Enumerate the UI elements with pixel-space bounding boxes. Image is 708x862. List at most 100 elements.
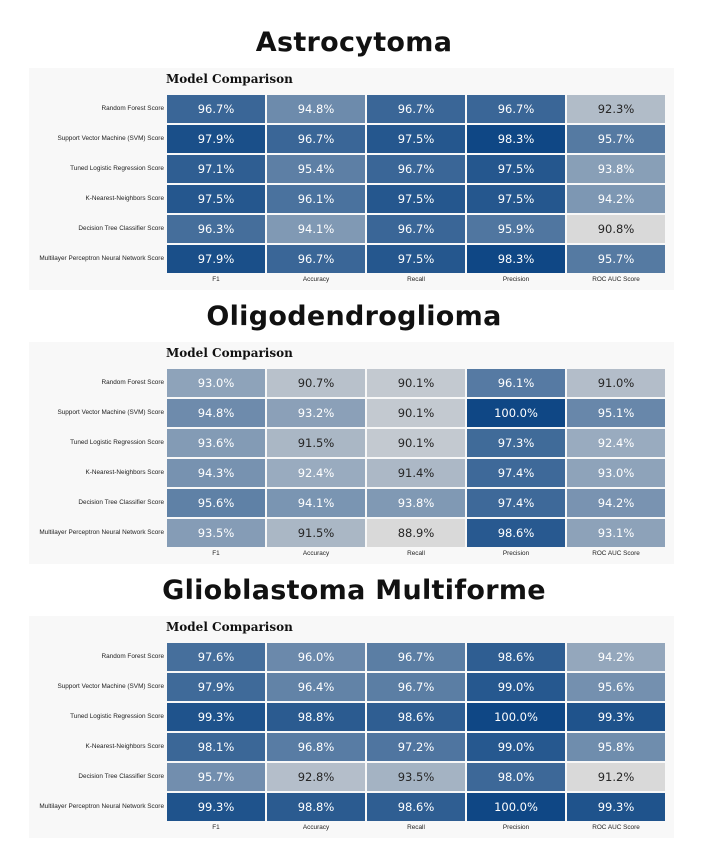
column-label: ROC AUC Score xyxy=(592,824,640,831)
row-label: K-Nearest-Neighbors Score xyxy=(85,469,165,476)
heatmap-cell: 97.4% xyxy=(467,489,565,517)
heatmap-cell: 90.1% xyxy=(367,429,465,457)
heatmap-cell: 94.2% xyxy=(567,489,665,517)
heatmap-cell: 91.0% xyxy=(567,369,665,397)
column-label: Accuracy xyxy=(302,824,330,831)
heatmap-cell: 98.6% xyxy=(467,643,565,671)
heatmap-cell: 90.1% xyxy=(367,399,465,427)
heatmap-cell: 99.3% xyxy=(567,703,665,731)
row-label: Multilayer Perceptron Neural Network Sco… xyxy=(39,255,164,262)
heatmap-cell: 88.9% xyxy=(367,519,465,547)
heatmap-cell: 98.8% xyxy=(267,793,365,821)
row-label: Tuned Logistic Regression Score xyxy=(70,165,164,172)
heatmap-cell: 98.3% xyxy=(467,125,565,153)
heatmap-cell: 96.7% xyxy=(367,215,465,243)
column-label: Recall xyxy=(407,276,425,283)
row-label: Multilayer Perceptron Neural Network Sco… xyxy=(39,803,164,810)
heatmap-cell: 98.6% xyxy=(367,703,465,731)
column-label: Recall xyxy=(407,550,425,557)
heatmap-cell: 99.0% xyxy=(467,673,565,701)
heatmap-cell: 97.5% xyxy=(467,185,565,213)
heatmap-cell: 93.8% xyxy=(567,155,665,183)
column-label: ROC AUC Score xyxy=(592,550,640,557)
panel-title: Model Comparison xyxy=(166,620,293,634)
heatmap-cell: 94.8% xyxy=(167,399,265,427)
heatmap-cell: 99.3% xyxy=(567,793,665,821)
heatmap-cell: 92.4% xyxy=(567,429,665,457)
heatmap-panel: Model Comparison Random Forest Score 97.6%… xyxy=(29,616,674,838)
heatmap-panel: Model Comparison Random Forest Score 93.0%… xyxy=(29,342,674,564)
heatmap-cell: 98.6% xyxy=(467,519,565,547)
heatmap-cell: 99.3% xyxy=(167,703,265,731)
heatmap-cell: 93.8% xyxy=(367,489,465,517)
row-label: Multilayer Perceptron Neural Network Sco… xyxy=(39,529,164,536)
heatmap-cell: 98.8% xyxy=(267,703,365,731)
heatmap-cell: 94.1% xyxy=(267,489,365,517)
row-label: Random Forest Score xyxy=(101,105,164,112)
column-label: F1 xyxy=(212,276,220,283)
heatmap-cell: 97.5% xyxy=(467,155,565,183)
heatmap-cell: 96.7% xyxy=(367,155,465,183)
heatmap-cell: 93.0% xyxy=(167,369,265,397)
heatmap-cell: 97.6% xyxy=(167,643,265,671)
heatmap-cell: 93.1% xyxy=(567,519,665,547)
heatmap-cell: 93.6% xyxy=(167,429,265,457)
column-label: Precision xyxy=(502,550,530,557)
column-label: Precision xyxy=(502,276,530,283)
heatmap-cell: 98.6% xyxy=(367,793,465,821)
heatmap-cell: 97.5% xyxy=(367,185,465,213)
heatmap-cell: 95.6% xyxy=(167,489,265,517)
heatmap-cell: 95.8% xyxy=(567,733,665,761)
heatmap-cell: 96.7% xyxy=(167,95,265,123)
heatmap-cell: 95.4% xyxy=(267,155,365,183)
column-label: Recall xyxy=(407,824,425,831)
heatmap-cell: 100.0% xyxy=(467,793,565,821)
row-label: Tuned Logistic Regression Score xyxy=(70,439,164,446)
heatmap-cell: 95.1% xyxy=(567,399,665,427)
heatmap-cell: 96.3% xyxy=(167,215,265,243)
row-label: K-Nearest-Neighbors Score xyxy=(85,743,165,750)
heatmap-cell: 95.7% xyxy=(167,763,265,791)
column-label: F1 xyxy=(212,824,220,831)
row-label: Random Forest Score xyxy=(101,379,164,386)
heatmap-cell: 93.5% xyxy=(367,763,465,791)
heatmap-cell: 100.0% xyxy=(467,399,565,427)
heatmap-cell: 98.1% xyxy=(167,733,265,761)
heatmap-cell: 95.9% xyxy=(467,215,565,243)
heatmap-cell: 99.0% xyxy=(467,733,565,761)
column-label: Accuracy xyxy=(302,550,330,557)
heatmap-cell: 97.5% xyxy=(367,245,465,273)
heatmap-cell: 93.0% xyxy=(567,459,665,487)
heatmap-cell: 97.5% xyxy=(167,185,265,213)
heatmap-cell: 97.5% xyxy=(367,125,465,153)
heatmap-cell: 94.2% xyxy=(567,185,665,213)
heatmap-cell: 91.2% xyxy=(567,763,665,791)
heatmap-cell: 90.8% xyxy=(567,215,665,243)
heatmap-cell: 99.3% xyxy=(167,793,265,821)
heatmap-cell: 95.7% xyxy=(567,245,665,273)
heatmap-cell: 96.8% xyxy=(267,733,365,761)
heatmap-cell: 95.7% xyxy=(567,125,665,153)
heatmap-cell: 93.2% xyxy=(267,399,365,427)
heatmap-cell: 100.0% xyxy=(467,703,565,731)
panel-title: Model Comparison xyxy=(166,72,293,86)
heatmap-panel: Model Comparison Random Forest Score 96.7%… xyxy=(29,68,674,290)
heatmap-cell: 94.2% xyxy=(567,643,665,671)
heatmap-cell: 96.7% xyxy=(267,125,365,153)
row-label: K-Nearest-Neighbors Score xyxy=(85,195,165,202)
heatmap-cell: 97.2% xyxy=(367,733,465,761)
row-label: Support Vector Machine (SVM) Score xyxy=(57,683,164,690)
heatmap-cell: 95.6% xyxy=(567,673,665,701)
heatmap-cell: 98.3% xyxy=(467,245,565,273)
heatmap-cell: 94.3% xyxy=(167,459,265,487)
heatmap-cell: 91.5% xyxy=(267,429,365,457)
heatmap-cell: 94.8% xyxy=(267,95,365,123)
heatmap-cell: 96.7% xyxy=(367,643,465,671)
column-label: ROC AUC Score xyxy=(592,276,640,283)
heatmap-cell: 96.7% xyxy=(267,245,365,273)
column-label: F1 xyxy=(212,550,220,557)
heatmap-cell: 97.1% xyxy=(167,155,265,183)
heatmap-cell: 92.8% xyxy=(267,763,365,791)
heatmap-cell: 97.3% xyxy=(467,429,565,457)
heatmap-title: Glioblastoma Multiforme xyxy=(162,575,546,606)
